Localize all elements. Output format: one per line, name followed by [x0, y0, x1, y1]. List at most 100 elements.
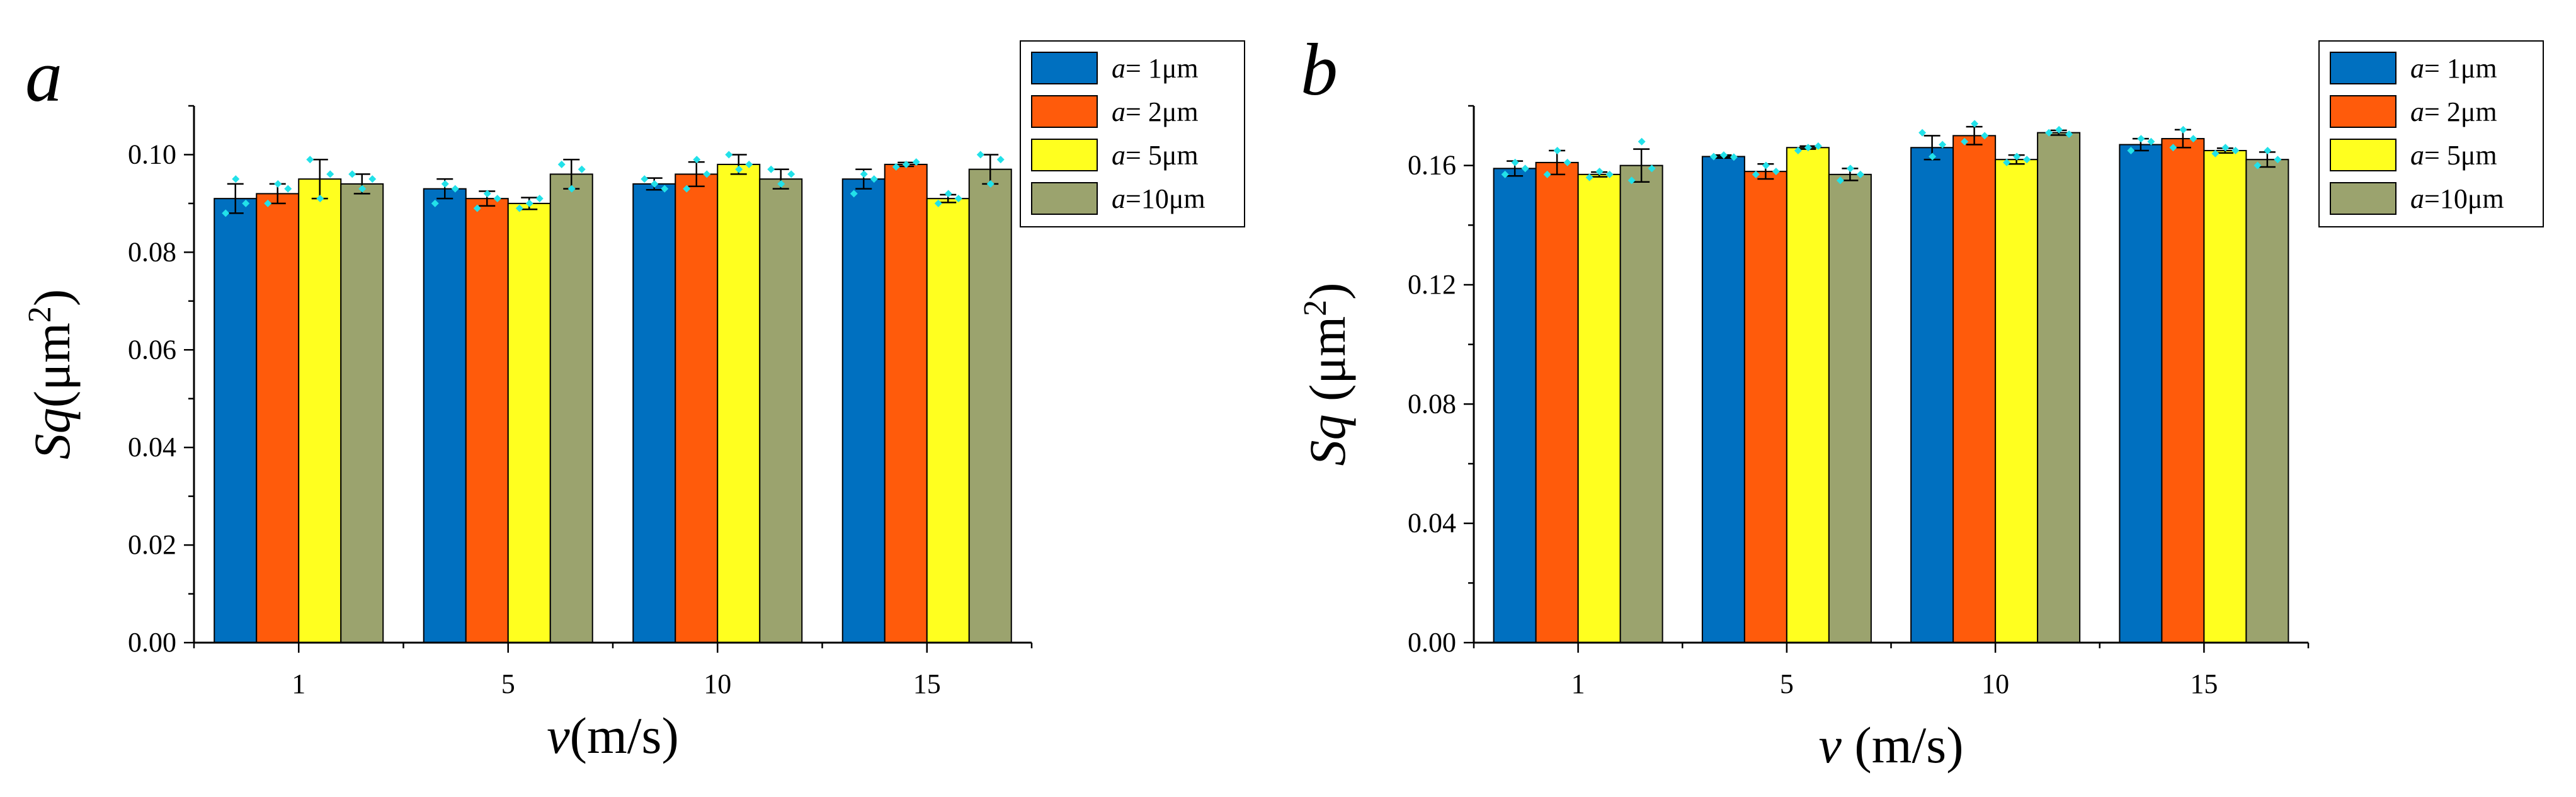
legend-label-var: a [2410, 96, 2424, 127]
legend-label: a=10μm [2410, 183, 2504, 214]
bar [1577, 173, 1621, 644]
data-point [358, 185, 367, 193]
bar [549, 173, 593, 644]
bar [1910, 147, 1954, 643]
legend-label-value: = 5μm [1126, 140, 1199, 171]
y-tick-label: 0.02 [128, 529, 176, 560]
data-point [1846, 164, 1854, 173]
data-point [348, 170, 356, 178]
data-point [222, 209, 230, 217]
legend-label: a=10μm [1112, 183, 1205, 214]
data-point [2254, 161, 2262, 169]
data-point [2137, 135, 2145, 143]
data-point [1563, 158, 1571, 166]
bar [1535, 161, 1579, 643]
data-point [2221, 144, 2230, 152]
bar [1828, 173, 1872, 644]
data-point [944, 190, 952, 198]
y-tick-label: 0.00 [1408, 627, 1456, 658]
data-point [515, 204, 523, 212]
data-point [2211, 149, 2220, 158]
bar [2245, 159, 2289, 643]
y-tick-label: 0.12 [1408, 269, 1456, 300]
x-axis-label-var: v [547, 707, 570, 764]
data-point [2065, 130, 2073, 138]
legend-label-value: = 2μm [2424, 96, 2497, 127]
data-point [525, 199, 533, 207]
bar [214, 198, 258, 643]
data-point [473, 204, 481, 212]
legend-label: a= 5μm [2410, 140, 2497, 171]
data-point [2274, 156, 2282, 164]
bar [1995, 159, 2039, 643]
bar [2037, 132, 2081, 644]
data-point [954, 195, 962, 203]
y-tick-label: 0.16 [1408, 150, 1456, 181]
data-point [306, 156, 314, 164]
data-point [860, 170, 868, 178]
bar [1952, 135, 1997, 644]
y-axis-label-var: Sq [23, 408, 81, 459]
bar [1743, 171, 1787, 643]
legend-label-var: a [2410, 183, 2424, 214]
y-tick-label: 0.04 [1408, 508, 1456, 539]
data-point [902, 160, 910, 168]
data-point [1501, 170, 1509, 178]
data-point [284, 185, 292, 193]
x-axis-label-unit: (m/s) [1842, 716, 1964, 774]
data-point [431, 199, 439, 207]
y-tick-label: 0.08 [128, 236, 176, 267]
y-axis-label-sup: 2 [22, 306, 58, 323]
bar [884, 163, 928, 644]
legend-label-value: = 1μm [2424, 53, 2497, 84]
data-point [1638, 137, 1646, 146]
data-point [2045, 129, 2053, 137]
bar [2161, 138, 2205, 644]
x-tick-label: 1 [292, 668, 305, 699]
data-point [725, 151, 733, 159]
bar [926, 198, 970, 643]
legend-label: a= 2μm [2410, 96, 2497, 127]
legend-label-value: = 2μm [1126, 96, 1199, 127]
data-point [1804, 144, 1812, 152]
data-point [1971, 120, 1979, 128]
data-point [578, 165, 586, 173]
bar [465, 198, 509, 643]
legend-swatch [2330, 139, 2396, 171]
y-axis-label-unit: (μm [23, 323, 81, 408]
y-axis-label-close: ) [23, 289, 81, 306]
data-point [850, 190, 858, 198]
legend-swatch [1031, 52, 1098, 84]
data-point [2179, 125, 2187, 134]
data-point [441, 180, 449, 188]
panel-label: a [25, 35, 62, 117]
data-point [326, 170, 334, 178]
bar [759, 178, 803, 643]
data-point [693, 156, 701, 164]
legend-swatch [1031, 182, 1098, 215]
bar [256, 193, 300, 644]
data-point [912, 158, 920, 166]
bar [1701, 156, 1745, 643]
legend-swatch [2330, 52, 2396, 84]
x-tick-label: 5 [1780, 668, 1794, 699]
data-point [1772, 168, 1780, 176]
x-axis-label: v (m/s) [1819, 716, 1964, 774]
data-point [1814, 142, 1822, 150]
data-point [745, 160, 753, 168]
x-tick-label: 15 [2190, 668, 2218, 699]
legend-label-var: a [1112, 183, 1126, 214]
bar [1493, 168, 1537, 643]
x-axis-label: v(m/s) [547, 707, 679, 764]
bar [507, 202, 551, 643]
bar [2203, 150, 2247, 643]
data-point [683, 185, 691, 193]
data-point [703, 170, 711, 178]
x-tick-label: 10 [1981, 668, 2009, 699]
chart-panel-a: a0.000.020.040.060.080.101 5 10 15v(m/s)Sq(… [22, 35, 1245, 764]
data-point [661, 185, 669, 193]
x-tick-label: 15 [913, 668, 941, 699]
data-point [787, 170, 795, 178]
chart-panel-b: b0.000.040.080.120.161 5 10 15v (m/s)Sq (μm… [1297, 28, 2544, 774]
